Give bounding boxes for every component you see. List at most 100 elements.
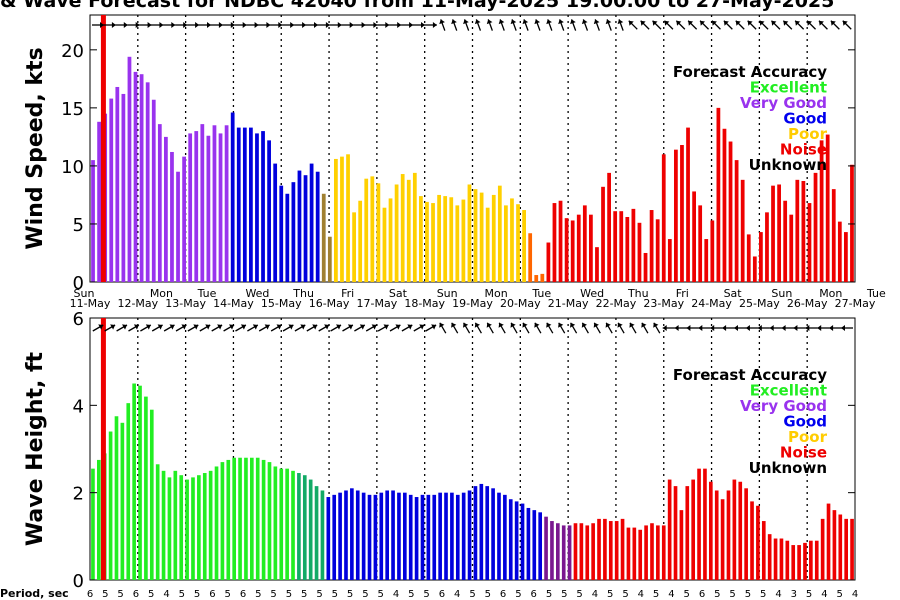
bar	[273, 163, 278, 282]
arrow-head	[546, 19, 552, 25]
bar	[503, 494, 507, 580]
day-of-week-label: Wed	[245, 287, 269, 300]
bar	[200, 124, 205, 283]
legend-entry: Excellent	[750, 79, 827, 97]
direction-arrow	[617, 322, 625, 334]
arrow-head	[769, 325, 774, 331]
bar	[338, 492, 342, 580]
legend-entry: Excellent	[750, 382, 827, 400]
direction-arrow	[674, 325, 687, 331]
y-tick-label: 6	[73, 309, 84, 330]
arrow-head	[628, 20, 634, 26]
period-value: 5	[194, 589, 200, 600]
bar	[108, 431, 113, 580]
bar	[698, 205, 703, 282]
bar	[726, 490, 731, 580]
day-of-week-label: Thu	[627, 287, 649, 300]
bar	[397, 492, 401, 580]
bar	[224, 125, 229, 282]
bar	[267, 462, 272, 580]
bar	[179, 475, 184, 580]
figure-title: & Wave Forecast for NDBC 42040 from 11-M…	[0, 0, 834, 12]
period-value: 5	[561, 589, 567, 600]
bar	[716, 107, 721, 283]
arrow-head	[230, 22, 235, 28]
arrow-head	[781, 325, 786, 331]
period-value: 5	[729, 589, 735, 600]
direction-arrow	[510, 322, 518, 334]
arrow-head	[100, 22, 104, 28]
period-value: 6	[209, 589, 215, 600]
bar	[176, 171, 180, 282]
period-value: 6	[240, 589, 246, 600]
direction-arrow	[745, 325, 758, 331]
arrow-head	[686, 325, 691, 331]
bar	[631, 208, 636, 282]
bar	[170, 151, 174, 282]
bar	[145, 82, 150, 282]
bar	[504, 205, 508, 282]
arrow-head	[111, 22, 116, 28]
arrow-head	[640, 20, 646, 26]
bar	[550, 521, 554, 580]
y-tick-label: 2	[73, 484, 84, 505]
arrow-head	[252, 324, 258, 330]
period-value: 3	[791, 589, 797, 600]
bar	[756, 505, 760, 580]
bar	[720, 499, 725, 580]
bar	[350, 488, 354, 580]
period-value: 5	[362, 589, 368, 600]
bar	[597, 518, 601, 580]
direction-arrow	[270, 324, 282, 332]
direction-arrow	[282, 324, 294, 332]
bar	[746, 234, 751, 282]
direction-arrow	[199, 324, 211, 332]
bar	[744, 488, 748, 580]
day-of-week-label: Sun	[74, 287, 95, 300]
bar	[831, 189, 836, 282]
date-label: 18-May	[404, 297, 445, 310]
direction-arrow	[652, 20, 662, 30]
direction-arrow	[341, 22, 354, 28]
bar	[771, 185, 775, 282]
wave-y-axis-label: Wave Height, ft	[23, 351, 48, 546]
arrow-head	[807, 20, 813, 26]
bar	[303, 175, 308, 282]
arrow-head	[193, 324, 199, 330]
bar	[734, 160, 739, 282]
date-label: 13-May	[165, 297, 206, 310]
direction-arrow	[128, 324, 140, 332]
bar	[220, 462, 225, 580]
bar	[479, 192, 484, 282]
direction-arrow	[510, 19, 517, 31]
bar	[425, 201, 429, 282]
direction-arrow	[270, 22, 283, 28]
bar	[267, 140, 271, 282]
arrow-head	[735, 20, 741, 26]
arrow-head	[534, 322, 540, 328]
bar	[379, 492, 384, 580]
arrow-head	[383, 324, 389, 330]
direction-arrow	[546, 19, 553, 31]
direction-arrow	[522, 322, 530, 334]
bar	[132, 383, 136, 580]
bar	[538, 512, 542, 580]
direction-arrow	[175, 22, 188, 28]
direction-arrow	[782, 20, 793, 30]
arrow-head	[240, 324, 246, 330]
arrow-head	[581, 19, 588, 25]
direction-arrow	[806, 20, 817, 30]
arrow-head	[617, 19, 624, 25]
bar	[850, 164, 854, 282]
date-label: 14-May	[213, 297, 254, 310]
direction-arrow	[103, 22, 116, 28]
bar	[238, 457, 242, 580]
bar	[309, 163, 314, 282]
bar	[358, 200, 363, 282]
bar	[232, 457, 236, 580]
period-value: 6	[531, 589, 537, 600]
wave-day-gridlines	[137, 318, 808, 580]
bar	[127, 56, 132, 282]
arrow-head	[336, 324, 341, 330]
bar	[644, 525, 648, 580]
